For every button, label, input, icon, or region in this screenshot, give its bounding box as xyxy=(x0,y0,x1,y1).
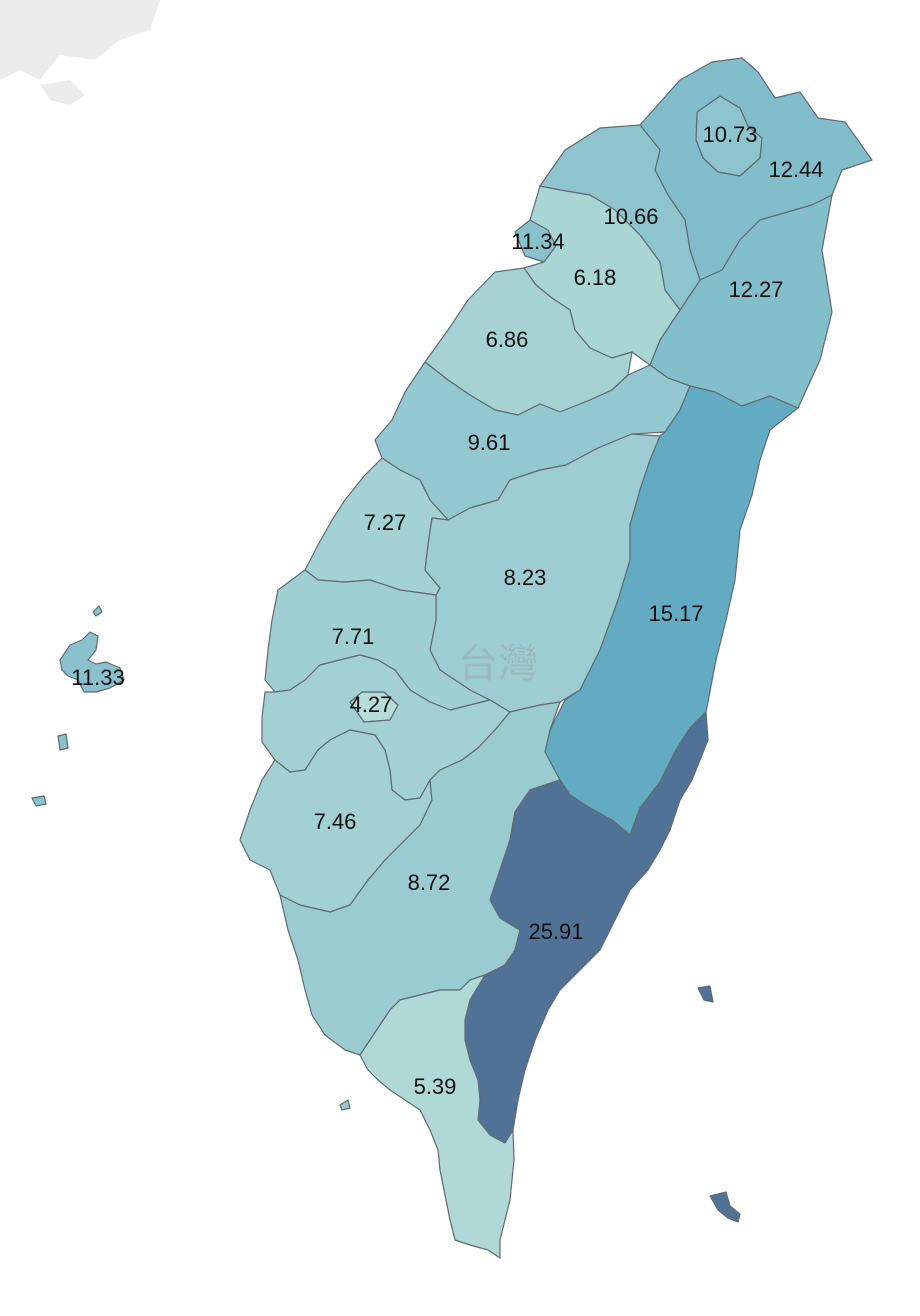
neighbor-land xyxy=(0,0,160,80)
neighbor-land xyxy=(40,80,85,105)
region-pingtung[interactable] xyxy=(359,974,515,1259)
region-kaohsiung[interactable] xyxy=(339,1099,351,1111)
region-taitung[interactable] xyxy=(464,711,709,1144)
region-taitung[interactable] xyxy=(709,1191,741,1223)
region-penghu[interactable] xyxy=(57,733,69,751)
region-penghu[interactable] xyxy=(92,605,103,617)
region-taitung[interactable] xyxy=(697,985,714,1003)
region-penghu[interactable] xyxy=(31,795,47,807)
region-penghu[interactable] xyxy=(59,631,125,693)
